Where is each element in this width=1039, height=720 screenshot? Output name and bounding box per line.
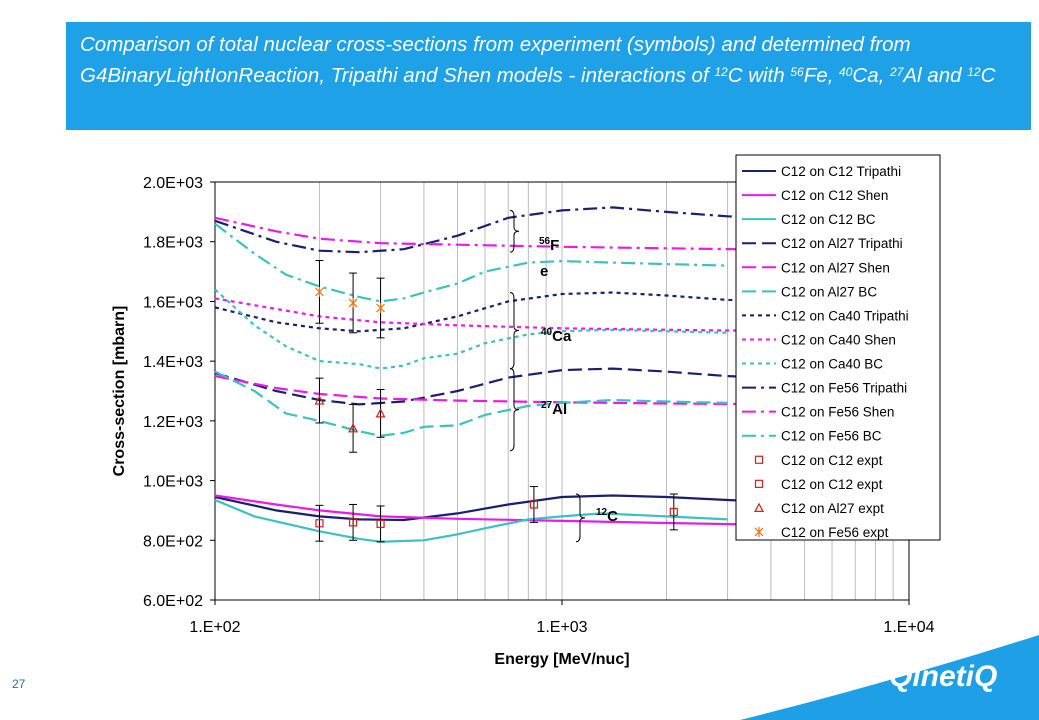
title-superscript: 12 xyxy=(714,65,728,79)
legend-entry-label: C12 on Fe56 BC xyxy=(781,429,882,444)
y-axis-label: Cross-section [mbarn] xyxy=(111,306,128,477)
legend-entry-label: C12 on Fe56 Shen xyxy=(781,405,894,420)
marker-square xyxy=(376,519,385,528)
title-superscript: 56 xyxy=(790,65,804,79)
y-tick-label: 2.0E+03 xyxy=(143,175,203,192)
legend-entry-label: C12 on Fe56 Tripathi xyxy=(781,381,907,396)
curly-brace xyxy=(509,209,520,253)
title-superscript: 40 xyxy=(839,65,853,79)
qinetiq-logo: QinetiQ xyxy=(889,660,998,693)
legend-entry-label: C12 on Fe56 expt xyxy=(781,525,889,540)
y-tick-label: 8.0E+02 xyxy=(143,533,203,550)
legend-entry-label: C12 on C12 Tripathi xyxy=(781,164,901,179)
marker-triangle xyxy=(314,395,325,405)
title-fragment: C with xyxy=(727,64,791,87)
legend: C12 on C12 Tripathi C12 on C12 Shen C12 on… xyxy=(735,154,941,541)
title-fragment: Al and xyxy=(903,64,968,87)
title-fragment: Comparison of total nuclear cross-sectio… xyxy=(80,33,911,87)
legend-entry-label: C12 on Ca40 Shen xyxy=(781,332,896,347)
series-line xyxy=(214,370,728,437)
x-tick-label: 1.E+02 xyxy=(189,619,240,636)
title-superscript: 12 xyxy=(967,65,981,79)
title-fragment: C xyxy=(980,64,996,87)
legend-entry-label: C12 on Al27 BC xyxy=(781,284,877,299)
marker-square xyxy=(669,507,678,517)
series-line xyxy=(214,206,910,254)
series-line xyxy=(214,288,728,370)
title-superscript: 27 xyxy=(890,65,904,79)
y-tick-label: 1.2E+03 xyxy=(143,414,203,431)
y-tick-label: 1.4E+03 xyxy=(143,354,203,371)
marker-triangle xyxy=(754,502,764,513)
brand-swoosh xyxy=(740,635,1039,720)
marker-square xyxy=(754,479,764,488)
marker-star xyxy=(376,302,385,313)
title-fragment: Ca, xyxy=(852,64,891,87)
title-fragment: Fe, xyxy=(803,64,840,87)
legend-entry-label: C12 on Al27 Shen xyxy=(781,260,890,275)
nucleus-label: 27Al xyxy=(541,400,567,418)
series-line xyxy=(214,291,910,333)
curly-brace xyxy=(509,368,520,452)
series-line xyxy=(214,222,728,303)
marker-star xyxy=(315,286,324,297)
y-tick-label: 1.8E+03 xyxy=(143,235,203,252)
legend-entry-label: C12 on Ca40 BC xyxy=(781,357,883,372)
marker-triangle xyxy=(375,408,386,418)
nucleus-label: 56F xyxy=(539,236,559,254)
y-tick-label: 6.0E+02 xyxy=(143,593,203,610)
axes: 6.0E+02 8.0E+02 1.0E+03 1.2E+03 1.4E+03 1.6E+… xyxy=(143,175,935,636)
marker-square xyxy=(348,518,358,527)
legend-entry-label: C12 on Ca40 Tripathi xyxy=(781,308,909,323)
marker-triangle xyxy=(348,423,359,433)
experiment-markers xyxy=(314,260,678,543)
legend-entry-label: C12 on C12 expt xyxy=(781,477,883,492)
marker-square xyxy=(315,519,324,528)
title-banner: Comparison of total nuclear cross-sectio… xyxy=(66,22,1031,130)
legend-entry-label: C12 on C12 BC xyxy=(781,212,876,227)
slide-title: Comparison of total nuclear cross-sectio… xyxy=(80,29,1021,91)
marker-square xyxy=(754,455,764,464)
y-tick-label: 1.0E+03 xyxy=(143,474,203,491)
legend-entry-label: C12 on C12 Shen xyxy=(781,188,888,203)
x-axis-label: Energy [MeV/nuc] xyxy=(494,651,629,668)
x-tick-label: 1.E+03 xyxy=(536,619,587,636)
marker-star xyxy=(754,526,764,537)
marker-square xyxy=(529,500,539,509)
nucleus-annotations: 56F e 40Ca 27Al 12C xyxy=(509,209,618,543)
page-number: 27 xyxy=(12,677,26,691)
nucleus-label-cont: e xyxy=(540,263,548,280)
legend-entry-label: C12 on Al27 expt xyxy=(781,501,884,516)
nucleus-label: 40Ca xyxy=(541,327,572,345)
legend-entry-label: C12 on Al27 Tripathi xyxy=(781,236,903,251)
x-tick-label: 1.E+04 xyxy=(883,619,934,636)
curly-brace xyxy=(575,493,586,543)
curly-brace xyxy=(509,291,520,370)
marker-star xyxy=(348,297,358,308)
legend-entry-label: C12 on C12 expt xyxy=(781,453,883,468)
y-tick-label: 1.6E+03 xyxy=(143,294,203,311)
nucleus-label: 12C xyxy=(596,507,618,525)
